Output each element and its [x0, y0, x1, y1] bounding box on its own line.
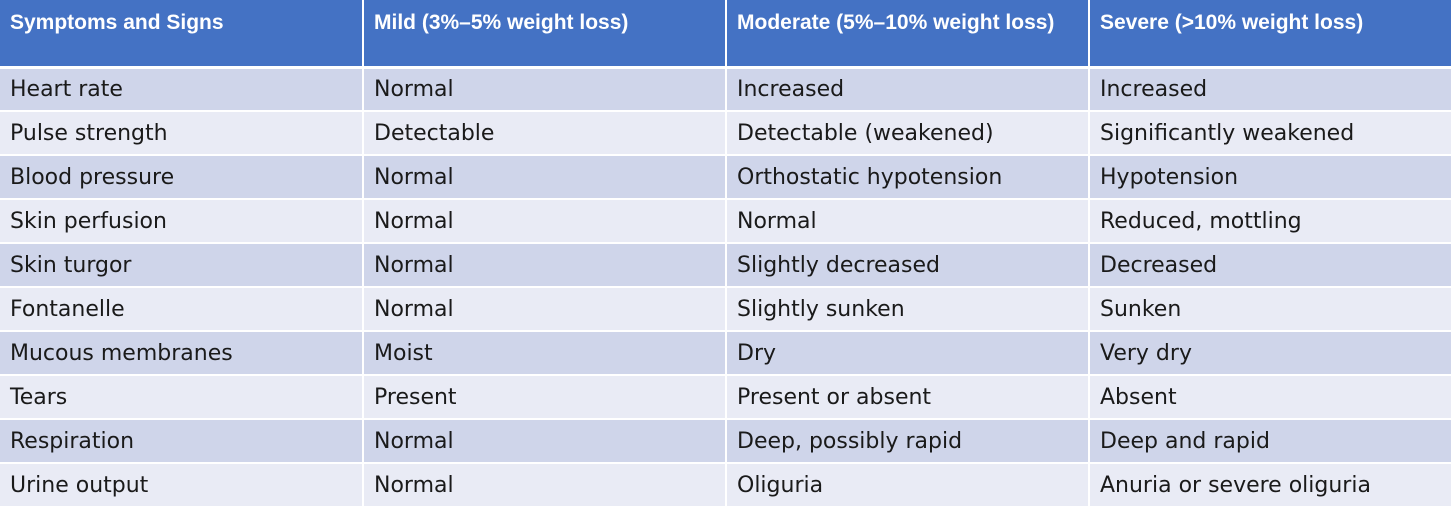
table-row: Heart rate Normal Increased Increased	[0, 67, 1451, 112]
table-row: Skin perfusion Normal Normal Reduced, mo…	[0, 199, 1451, 244]
cell-moderate: Deep, possibly rapid	[726, 419, 1090, 464]
cell-mild: Normal	[363, 199, 727, 244]
header-mild: Mild (3%–5% weight loss)	[363, 0, 727, 69]
cell-sign: Fontanelle	[0, 287, 364, 332]
cell-mild: Detectable	[363, 111, 727, 156]
cell-moderate: Dry	[726, 331, 1090, 376]
cell-sign: Heart rate	[0, 67, 364, 112]
cell-severe: Decreased	[1089, 243, 1451, 288]
table-row: Mucous membranes Moist Dry Very dry	[0, 331, 1451, 376]
cell-moderate: Increased	[726, 67, 1090, 112]
cell-mild: Normal	[363, 67, 727, 112]
cell-moderate: Normal	[726, 199, 1090, 244]
cell-mild: Normal	[363, 155, 727, 200]
table-row: Blood pressure Normal Orthostatic hypote…	[0, 155, 1451, 200]
table-row: Fontanelle Normal Slightly sunken Sunken	[0, 287, 1451, 332]
cell-severe: Reduced, mottling	[1089, 199, 1451, 244]
cell-severe: Deep and rapid	[1089, 419, 1451, 464]
header-row: Symptoms and Signs Mild (3%–5% weight lo…	[0, 0, 1451, 69]
cell-sign: Mucous membranes	[0, 331, 364, 376]
cell-sign: Pulse strength	[0, 111, 364, 156]
table-row: Respiration Normal Deep, possibly rapid …	[0, 419, 1451, 464]
cell-mild: Normal	[363, 287, 727, 332]
cell-severe: Absent	[1089, 375, 1451, 420]
table-row: Skin turgor Normal Slightly decreased De…	[0, 243, 1451, 288]
cell-sign: Skin turgor	[0, 243, 364, 288]
cell-moderate: Detectable (weakened)	[726, 111, 1090, 156]
cell-mild: Normal	[363, 463, 727, 508]
cell-moderate: Slightly sunken	[726, 287, 1090, 332]
cell-severe: Increased	[1089, 67, 1451, 112]
cell-mild: Moist	[363, 331, 727, 376]
table-row: Urine output Normal Oliguria Anuria or s…	[0, 463, 1451, 508]
table-row: Tears Present Present or absent Absent	[0, 375, 1451, 420]
cell-moderate: Orthostatic hypotension	[726, 155, 1090, 200]
cell-severe: Anuria or severe oliguria	[1089, 463, 1451, 508]
cell-sign: Urine output	[0, 463, 364, 508]
cell-mild: Normal	[363, 243, 727, 288]
cell-sign: Tears	[0, 375, 364, 420]
cell-moderate: Present or absent	[726, 375, 1090, 420]
cell-mild: Present	[363, 375, 727, 420]
cell-sign: Respiration	[0, 419, 364, 464]
cell-moderate: Oliguria	[726, 463, 1090, 508]
cell-sign: Skin perfusion	[0, 199, 364, 244]
cell-severe: Significantly weakened	[1089, 111, 1451, 156]
cell-severe: Hypotension	[1089, 155, 1451, 200]
table-row: Pulse strength Detectable Detectable (we…	[0, 111, 1451, 156]
cell-severe: Very dry	[1089, 331, 1451, 376]
header-symptoms: Symptoms and Signs	[0, 0, 364, 69]
cell-sign: Blood pressure	[0, 155, 364, 200]
header-moderate: Moderate (5%–10% weight loss)	[726, 0, 1090, 69]
header-severe: Severe (>10% weight loss)	[1089, 0, 1451, 69]
cell-moderate: Slightly decreased	[726, 243, 1090, 288]
cell-mild: Normal	[363, 419, 727, 464]
cell-severe: Sunken	[1089, 287, 1451, 332]
